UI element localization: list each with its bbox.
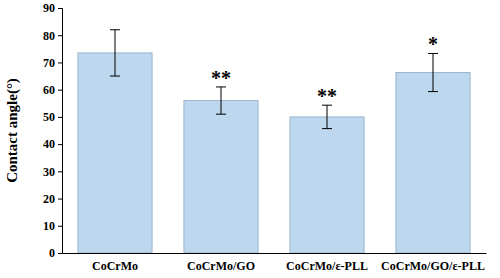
y-tick-label: 10 — [43, 219, 55, 233]
x-tick-label: CoCrMo/GO/ε-PLL — [381, 259, 485, 273]
bar — [396, 73, 470, 253]
y-tick-mark — [58, 253, 62, 254]
y-tick: 70 — [43, 56, 62, 70]
y-tick-label: 30 — [43, 165, 55, 179]
x-tick-label: CoCrMo/GO — [187, 259, 255, 273]
x-tick: CoCrMo/ε-PLL — [286, 253, 368, 273]
y-tick-mark — [58, 226, 62, 227]
y-tick: 90 — [43, 1, 62, 15]
x-axis-line — [63, 253, 487, 254]
y-tick: 50 — [43, 110, 62, 124]
plot: *****0102030405060708090CoCrMoCoCrMo/GOC… — [43, 1, 487, 272]
x-tick-label: CoCrMo — [92, 259, 138, 273]
y-axis: 0 10 20 30 40 50 60 70 80 90 — [43, 1, 63, 260]
error-bar — [216, 87, 226, 114]
error-bar — [322, 105, 332, 128]
bar — [184, 101, 258, 253]
y-tick: 20 — [43, 192, 62, 206]
y-axis-title: Contact angle(°) — [4, 78, 21, 183]
y-tick-label: 0 — [49, 246, 55, 260]
y-tick: 60 — [43, 83, 62, 97]
y-tick-label: 70 — [43, 56, 55, 70]
y-tick-mark — [58, 171, 62, 172]
error-bar-line — [216, 114, 226, 115]
chart: *****0102030405060708090CoCrMoCoCrMo/GOC… — [0, 0, 500, 278]
y-tick-mark — [58, 199, 62, 200]
annotation: * — [428, 33, 438, 55]
y-tick-mark — [58, 144, 62, 145]
error-bar — [110, 30, 120, 76]
bar — [290, 117, 364, 253]
error-bar-line — [322, 128, 332, 129]
y-tick: 80 — [43, 29, 62, 43]
y-tick: 0 — [49, 246, 62, 260]
x-tick: CoCrMo/GO/ε-PLL — [381, 253, 485, 273]
y-tick-mark — [58, 8, 62, 9]
y-tick-label: 80 — [43, 29, 55, 43]
y-tick: 10 — [43, 219, 62, 233]
y-tick-mark — [58, 35, 62, 36]
x-tick-label: CoCrMo/ε-PLL — [286, 259, 368, 273]
y-tick-label: 40 — [43, 137, 55, 151]
error-bar-line — [428, 91, 438, 92]
error-bar-line — [115, 30, 116, 76]
y-tick-label: 90 — [43, 1, 55, 15]
y-tick: 40 — [43, 137, 62, 151]
x-tick: CoCrMo — [92, 253, 138, 273]
y-tick-label: 20 — [43, 192, 55, 206]
y-tick-mark — [58, 62, 62, 63]
error-bar-line — [221, 87, 222, 114]
error-bar-line — [110, 29, 120, 30]
error-bar-line — [327, 105, 328, 128]
bar — [78, 53, 152, 253]
marks — [78, 30, 470, 253]
x-tick: CoCrMo/GO — [187, 253, 255, 273]
y-tick: 30 — [43, 165, 62, 179]
x-axis: CoCrMo CoCrMo/GO CoCrMo/ε-PLL CoCrMo/GO/ε-P… — [63, 253, 487, 273]
annotation: ** — [317, 85, 337, 107]
error-bar-line — [433, 53, 434, 91]
y-tick-mark — [58, 90, 62, 91]
error-bar-line — [110, 76, 120, 77]
y-axis-line — [58, 9, 63, 254]
y-tick-label: 60 — [43, 83, 55, 97]
y-tick-label: 50 — [43, 110, 55, 124]
y-tick-mark — [58, 117, 62, 118]
annotation: ** — [211, 67, 231, 89]
error-bar — [428, 53, 438, 91]
